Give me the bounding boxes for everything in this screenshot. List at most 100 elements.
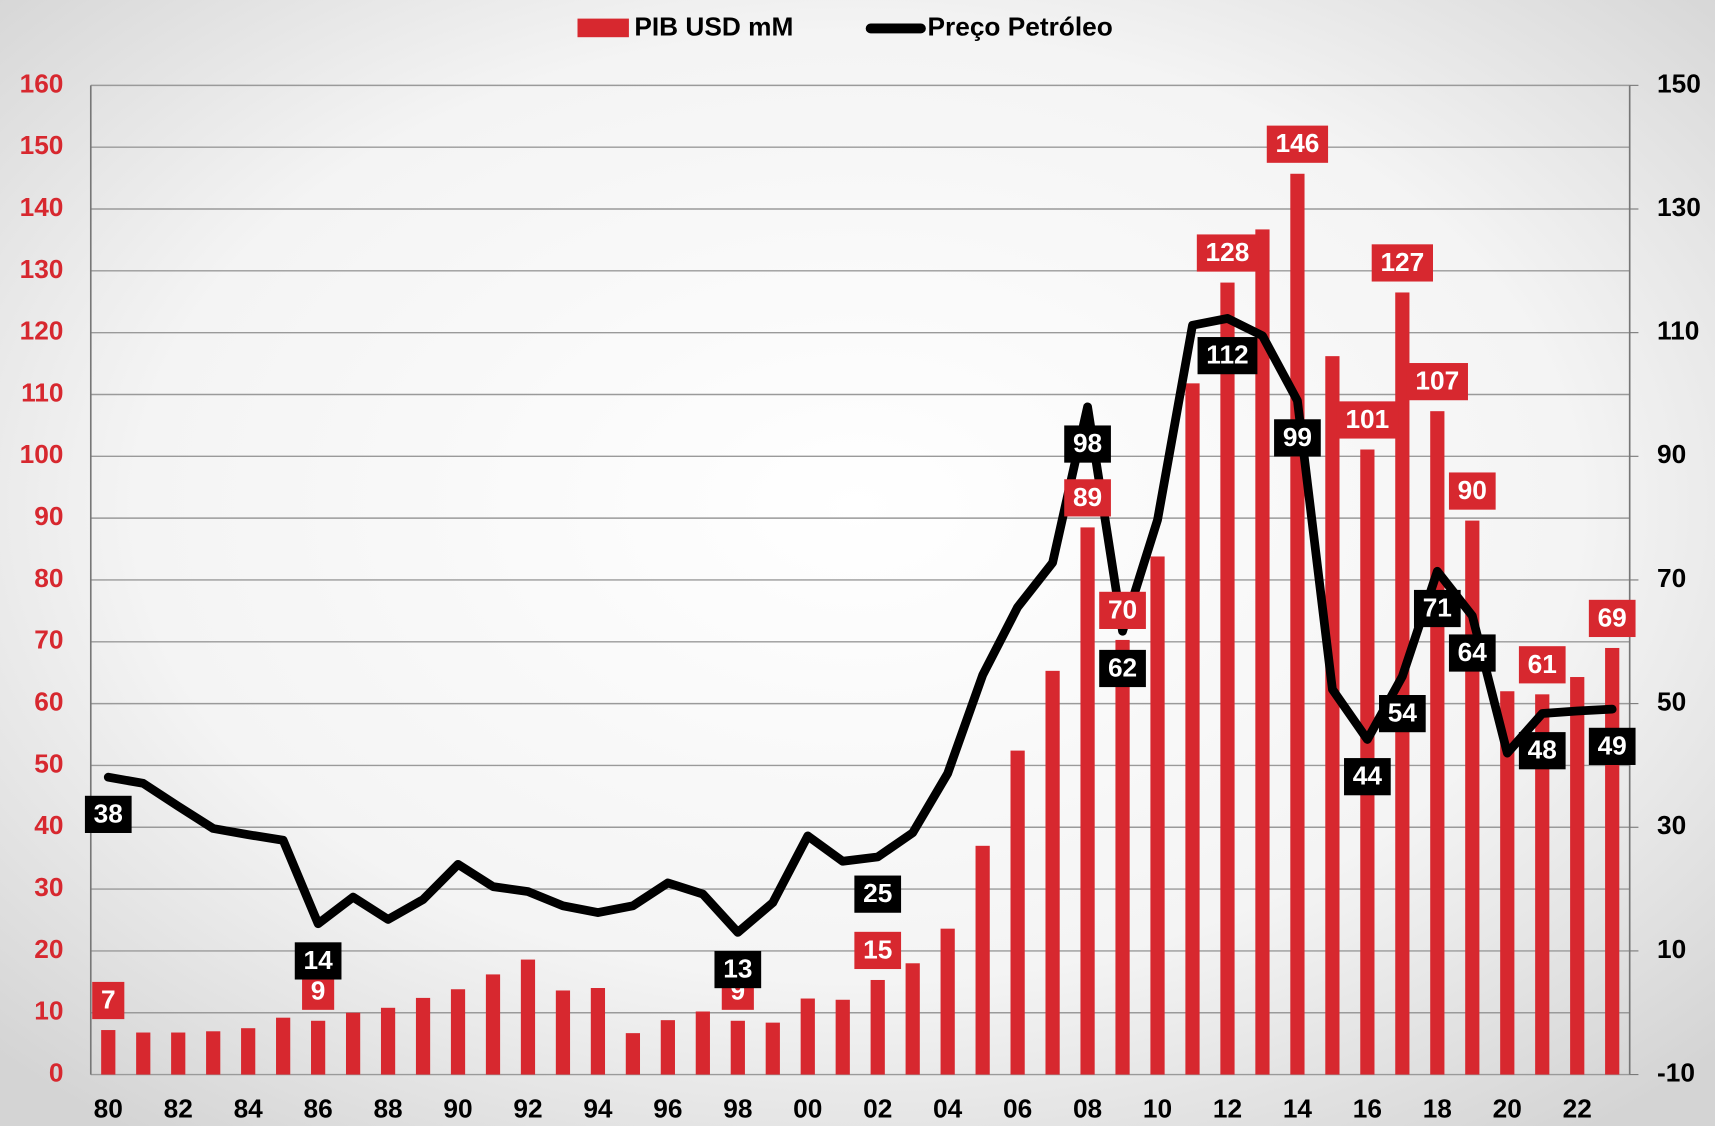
x-tick-label: 88 bbox=[373, 1094, 402, 1124]
y-tick-label: 100 bbox=[20, 439, 64, 469]
data-label: 70 bbox=[1108, 594, 1137, 624]
data-label-box bbox=[1344, 758, 1391, 796]
data-label-group: 89 bbox=[1064, 479, 1111, 517]
data-label-group: 48 bbox=[1518, 732, 1566, 770]
bar bbox=[870, 979, 885, 1075]
legend-swatch-bar bbox=[577, 18, 629, 38]
x-tick-label: 80 bbox=[94, 1094, 123, 1124]
x-tick-label: 02 bbox=[863, 1094, 892, 1124]
bar bbox=[1570, 677, 1585, 1075]
data-label-box bbox=[1518, 646, 1566, 684]
x-tick-label: 16 bbox=[1353, 1094, 1382, 1124]
data-label-group: 90 bbox=[1448, 472, 1496, 510]
y-tick-label: 140 bbox=[20, 192, 64, 222]
data-label: 48 bbox=[1528, 735, 1557, 765]
x-tick-label: 06 bbox=[1003, 1094, 1032, 1124]
y-tick-label: 70 bbox=[34, 625, 63, 655]
y2-tick-label: -10 bbox=[1657, 1058, 1695, 1088]
x-tick-label: 10 bbox=[1143, 1094, 1172, 1124]
bar bbox=[171, 1032, 186, 1075]
data-label-box bbox=[294, 942, 342, 980]
y-tick-label: 120 bbox=[20, 316, 64, 346]
data-label-box bbox=[1406, 363, 1468, 401]
y-tick-label: 160 bbox=[20, 68, 64, 98]
data-label: 25 bbox=[863, 878, 892, 908]
y-tick-label: 10 bbox=[34, 996, 63, 1026]
x-tick-label: 92 bbox=[513, 1094, 542, 1124]
data-label-box bbox=[1448, 634, 1496, 672]
bar bbox=[555, 990, 571, 1075]
x-tick-label: 22 bbox=[1563, 1094, 1592, 1124]
x-tick-label: 20 bbox=[1493, 1094, 1522, 1124]
data-label-group: 15 bbox=[854, 931, 902, 970]
data-label: 146 bbox=[1276, 128, 1320, 158]
bar bbox=[975, 845, 990, 1075]
data-label-box bbox=[854, 875, 902, 913]
data-label-box bbox=[1588, 727, 1636, 765]
y2-tick-label: 50 bbox=[1657, 687, 1686, 717]
data-label: 61 bbox=[1528, 649, 1557, 679]
legend: PIB USD mM Preço Petróleo bbox=[577, 11, 1113, 41]
data-label: 89 bbox=[1073, 482, 1102, 512]
data-label: 49 bbox=[1598, 730, 1627, 760]
x-tick-label: 82 bbox=[164, 1094, 193, 1124]
data-label-group: 25 bbox=[854, 875, 902, 913]
y2-tick-label: 30 bbox=[1657, 810, 1686, 840]
x-tick-label: 14 bbox=[1283, 1094, 1313, 1124]
bar bbox=[241, 1028, 256, 1075]
bar bbox=[1290, 173, 1305, 1075]
y-tick-label: 30 bbox=[34, 872, 63, 902]
y-tick-label: 50 bbox=[34, 748, 63, 778]
y-tick-label: 110 bbox=[21, 377, 63, 407]
data-label-group: 54 bbox=[1379, 695, 1426, 733]
y-tick-label: 150 bbox=[20, 130, 64, 160]
data-label: 107 bbox=[1415, 366, 1459, 396]
data-label-group: 112 bbox=[1197, 337, 1258, 375]
data-label: 71 bbox=[1423, 593, 1452, 623]
bar bbox=[1500, 691, 1515, 1075]
data-label-group: 64 bbox=[1448, 634, 1496, 672]
x-tick-label: 18 bbox=[1423, 1094, 1452, 1124]
data-label-box bbox=[1413, 589, 1461, 628]
bar bbox=[765, 1022, 780, 1075]
bar bbox=[1430, 411, 1445, 1075]
data-label-box bbox=[1064, 425, 1111, 463]
data-label: 90 bbox=[1458, 475, 1487, 505]
data-label-group: 13 bbox=[714, 950, 762, 989]
y2-tick-label: 150 bbox=[1657, 68, 1701, 98]
bar bbox=[380, 1007, 396, 1075]
data-label-group: 70 bbox=[1099, 591, 1146, 629]
y2-tick-label: 90 bbox=[1657, 439, 1686, 469]
data-label-group: 7 bbox=[92, 981, 125, 1020]
bar bbox=[345, 1012, 361, 1075]
data-label-group: 71 bbox=[1413, 589, 1461, 628]
data-label-box bbox=[854, 931, 902, 970]
data-label-box bbox=[1196, 234, 1259, 272]
data-label-box bbox=[1588, 599, 1636, 638]
bar bbox=[730, 1020, 745, 1075]
bar bbox=[136, 1032, 151, 1075]
data-label: 127 bbox=[1380, 247, 1424, 277]
data-label-box bbox=[1336, 401, 1399, 439]
data-label-group: 62 bbox=[1099, 649, 1146, 688]
data-label-box bbox=[92, 981, 125, 1020]
data-label-box bbox=[1266, 125, 1329, 163]
y-tick-label: 90 bbox=[34, 501, 63, 531]
data-label-group: 146 bbox=[1266, 125, 1329, 163]
y-tick-label: 60 bbox=[34, 687, 63, 717]
data-label-box bbox=[84, 795, 132, 833]
data-label-box bbox=[1197, 337, 1258, 375]
legend-label: Preço Petróleo bbox=[928, 11, 1113, 41]
x-tick-label: 00 bbox=[793, 1094, 822, 1124]
x-tick-label: 84 bbox=[234, 1094, 264, 1124]
y-tick-label: 20 bbox=[34, 934, 63, 964]
x-tick-label: 90 bbox=[443, 1094, 472, 1124]
data-label-box bbox=[1099, 649, 1146, 688]
bar bbox=[1185, 383, 1200, 1075]
x-tick-label: 86 bbox=[304, 1094, 333, 1124]
bar bbox=[206, 1031, 221, 1075]
bar bbox=[940, 928, 955, 1075]
bar bbox=[1010, 750, 1025, 1075]
y-tick-label: 0 bbox=[49, 1058, 64, 1088]
data-label-group: 69 bbox=[1588, 599, 1636, 638]
